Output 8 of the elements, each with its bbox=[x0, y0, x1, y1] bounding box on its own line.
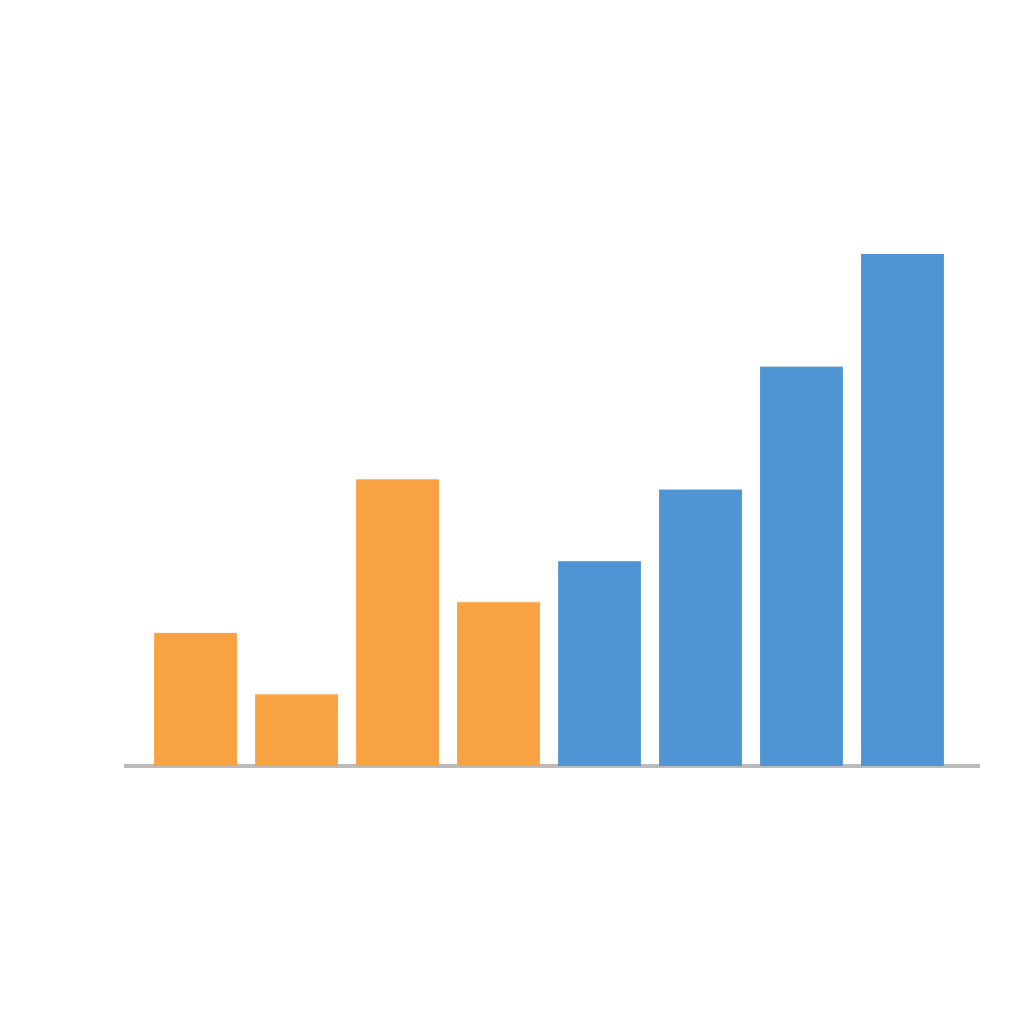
bar bbox=[154, 632, 237, 766]
bar bbox=[760, 366, 843, 766]
bar bbox=[457, 602, 540, 766]
bar bbox=[861, 254, 944, 766]
bar bbox=[255, 694, 338, 766]
bar bbox=[356, 479, 439, 766]
bar bbox=[558, 561, 641, 766]
bar bbox=[659, 489, 742, 766]
